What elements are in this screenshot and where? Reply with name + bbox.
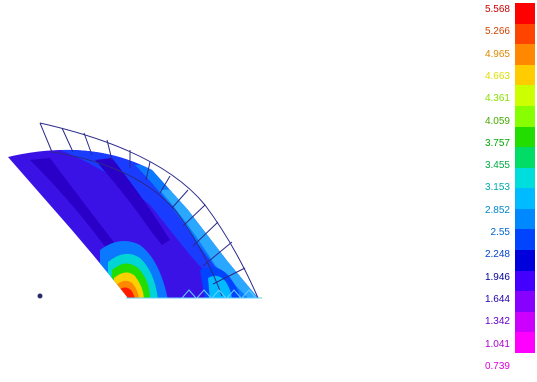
legend-swatch: [515, 105, 535, 128]
legend-value-label: 2.248: [484, 249, 510, 261]
legend-value-label: 3.153: [484, 182, 510, 194]
legend-value-label: 4.965: [484, 48, 510, 60]
legend-labels: 5.568 5.266 4.965 4.663 4.361 4.059 3.757 3.455…: [440, 0, 510, 382]
legend-value-label: 0.739: [484, 360, 510, 372]
legend-value-label: 5.266: [484, 26, 510, 38]
legend-value-label: 1.041: [484, 338, 510, 350]
legend-swatch: [515, 44, 535, 66]
legend-value-label: 2.55: [490, 227, 510, 238]
legend-swatch: [515, 64, 535, 86]
reference-node-dot: [37, 293, 43, 299]
legend-swatch: [515, 229, 535, 251]
legend-swatch: [515, 332, 535, 354]
legend-swatch: [515, 208, 535, 230]
legend-swatch: [515, 23, 535, 45]
legend-swatch: [515, 3, 535, 25]
legend-color-bar: [515, 3, 535, 354]
legend-value-label: 1.946: [484, 271, 510, 283]
legend-swatch: [515, 270, 535, 292]
legend-value-label: 4.663: [484, 70, 510, 82]
legend-swatch: [515, 126, 535, 148]
legend-swatch: [515, 85, 535, 107]
boundary-supports: [126, 289, 262, 299]
undeformed-wireframe: [39, 122, 259, 299]
legend-value-label: 1.644: [484, 293, 510, 305]
legend-value-label: 1.342: [484, 316, 510, 328]
legend-value-label: 2.852: [484, 204, 510, 216]
legend-swatch: [515, 311, 535, 333]
legend-swatch: [515, 147, 535, 169]
legend-swatch: [515, 250, 535, 272]
legend-value-label: 3.757: [484, 137, 510, 149]
deformed-mesh-contour: [8, 149, 258, 298]
legend-value-label: 4.059: [484, 115, 510, 127]
legend-swatch: [515, 188, 535, 210]
legend-value-label: 3.455: [484, 160, 510, 172]
legend-swatch: [515, 291, 535, 313]
legend-value-label: 4.361: [484, 93, 510, 105]
legend-value-label: 5.568: [484, 4, 510, 15]
legend-swatch: [515, 167, 535, 189]
